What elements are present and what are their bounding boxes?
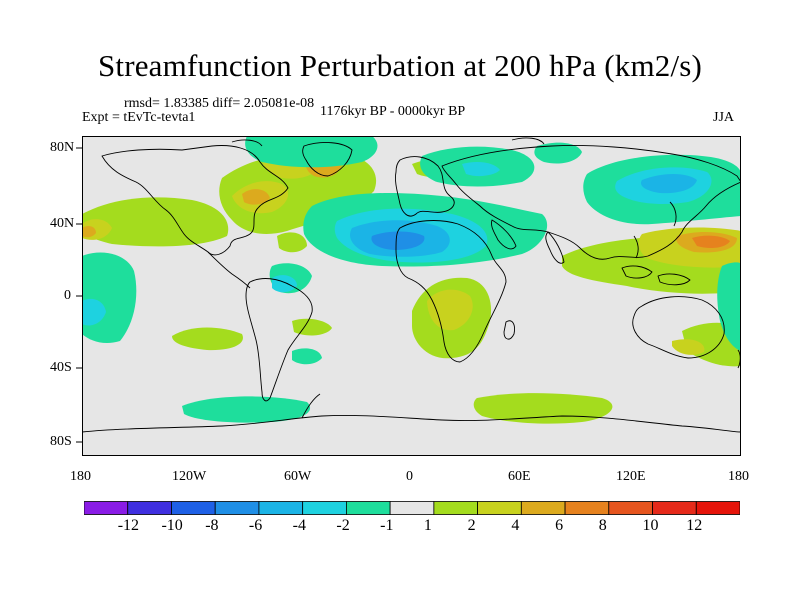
colorbar-box-1 [127, 501, 172, 515]
lon-label-0: 0 [406, 469, 413, 484]
map-frame [82, 136, 741, 456]
colorbar [83, 501, 741, 520]
colorbar-box-3 [214, 501, 260, 515]
colorbar-label: 12 [686, 517, 703, 534]
rmsd-label: rmsd= 1.83385 diff= 2.05081e-08 [124, 96, 315, 111]
lon-label-180e: 180 [728, 469, 749, 484]
lat-label-40n: 40N [50, 216, 75, 231]
lat-label-0: 0 [64, 288, 71, 303]
colorbar-box-10 [520, 501, 566, 515]
contour-positive-4 [692, 235, 730, 249]
colorbar-label: 2 [467, 517, 476, 534]
period-label: 1176kyr BP - 0000kyr BP [320, 104, 466, 119]
colorbar-boxes [83, 501, 741, 515]
plot-title: Streamfunction Perturbation at 200 hPa (… [97, 48, 703, 83]
colorbar-label: -1 [380, 517, 394, 534]
lon-label-60w: 60W [284, 469, 312, 484]
lon-label-180w: 180 [70, 469, 91, 484]
season-label: JJA [713, 110, 735, 125]
colorbar-label: -8 [205, 517, 219, 534]
coastlines [82, 137, 741, 433]
lon-label-120e: 120E [616, 469, 646, 484]
colorbar-box-8 [433, 501, 478, 515]
colorbar-box-9 [477, 501, 522, 515]
lat-ticks [76, 147, 82, 443]
colorbar-label: 10 [642, 517, 659, 534]
colorbar-box-12 [608, 501, 653, 515]
colorbar-box-13 [652, 501, 697, 515]
colorbar-label: -6 [248, 517, 263, 534]
colorbar-box-6 [345, 501, 391, 515]
colorbar-box-4 [258, 501, 304, 515]
colorbar-label: 4 [511, 517, 520, 534]
lat-label-40s: 40S [50, 360, 72, 375]
colorbar-box-0 [83, 501, 129, 515]
colorbar-label: 8 [598, 517, 607, 534]
experiment-label: Expt = tEvTc-tevta1 [82, 110, 196, 125]
map-canvas [82, 136, 741, 456]
colorbar-label: -12 [117, 517, 140, 534]
colorbar-label: -4 [292, 517, 306, 534]
lon-label-120w: 120W [172, 469, 207, 484]
colorbar-label: 1 [423, 517, 432, 534]
lon-label-60e: 60E [508, 469, 531, 484]
lat-label-80s: 80S [50, 434, 72, 449]
colorbar-box-11 [564, 501, 610, 515]
colorbar-label: -2 [336, 517, 350, 534]
colorbar-label: -10 [161, 517, 183, 534]
contour-negative-4 [371, 231, 425, 250]
colorbar-label: 6 [555, 517, 564, 534]
colorbar-box-2 [171, 501, 216, 515]
colorbar-box-7 [389, 501, 435, 515]
lat-label-80n: 80N [50, 140, 75, 155]
colorbar-box-5 [302, 501, 347, 515]
map-panel [82, 136, 741, 456]
colorbar-box-14 [695, 501, 741, 515]
